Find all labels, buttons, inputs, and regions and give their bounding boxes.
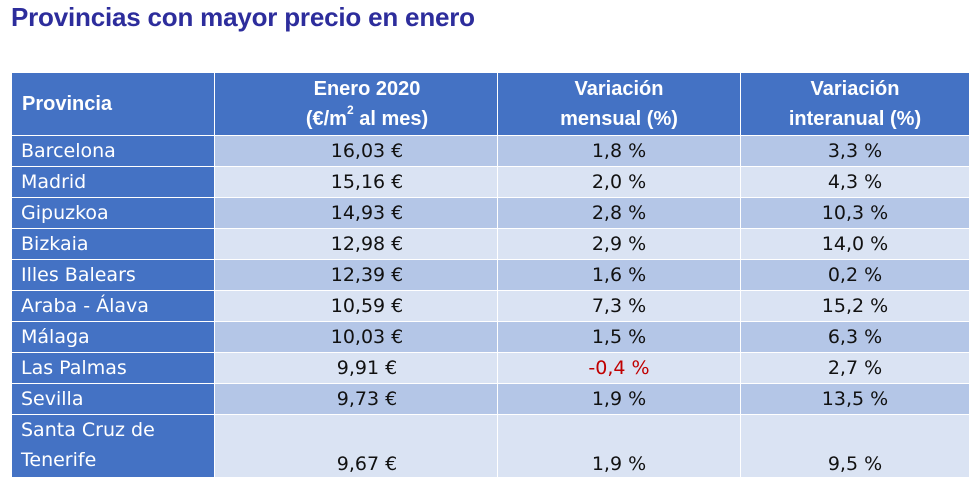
header-mensual-line2: mensual (%)	[560, 108, 678, 130]
page-title: Provincias con mayor precio en enero	[11, 2, 475, 32]
header-enero-2020: Enero 2020 (€/m2 al mes)	[214, 72, 498, 136]
cell-provincia-line2: Tenerife	[21, 449, 97, 471]
cell-provincia: Araba - Álava	[11, 290, 215, 322]
cell-variacion-mensual: 1,9 %	[497, 414, 741, 478]
header-variacion-interanual: Variación interanual (%)	[740, 72, 970, 136]
table-row: Sevilla 9,73 € 1,9 % 13,5 %	[11, 383, 970, 415]
cell-variacion-interanual: 9,5 %	[740, 414, 970, 478]
header-enero-line2-prefix: (€/m	[305, 108, 347, 130]
cell-provincia: Sevilla	[11, 383, 215, 415]
cell-variacion-interanual: 3,3 %	[740, 135, 970, 167]
cell-precio: 10,03 €	[214, 321, 498, 353]
header-mensual-line1: Variación	[574, 78, 664, 100]
cell-precio: 14,93 €	[214, 197, 498, 229]
cell-provincia: Barcelona	[11, 135, 215, 167]
table-row: Gipuzkoa 14,93 € 2,8 % 10,3 %	[11, 197, 970, 229]
cell-precio: 15,16 €	[214, 166, 498, 198]
cell-variacion-mensual: 2,8 %	[497, 197, 741, 229]
cell-provincia: Santa Cruz de Tenerife	[11, 414, 215, 478]
cell-variacion-mensual: 7,3 %	[497, 290, 741, 322]
header-provincia: Provincia	[11, 72, 215, 136]
cell-precio: 12,98 €	[214, 228, 498, 260]
header-row: Provincia Enero 2020 (€/m2 al mes) Varia…	[11, 72, 970, 136]
table-row: Las Palmas 9,91 € -0,4 % 2,7 %	[11, 352, 970, 384]
price-table: Provincia Enero 2020 (€/m2 al mes) Varia…	[11, 72, 970, 478]
table-row: Bizkaia 12,98 € 2,9 % 14,0 %	[11, 228, 970, 260]
cell-precio: 9,91 €	[214, 352, 498, 384]
table-body: Barcelona 16,03 € 1,8 % 3,3 % Madrid 15,…	[11, 135, 970, 478]
cell-precio: 12,39 €	[214, 259, 498, 291]
cell-variacion-interanual: 10,3 %	[740, 197, 970, 229]
cell-variacion-interanual: 15,2 %	[740, 290, 970, 322]
cell-precio: 16,03 €	[214, 135, 498, 167]
cell-provincia: Gipuzkoa	[11, 197, 215, 229]
table-row: Madrid 15,16 € 2,0 % 4,3 %	[11, 166, 970, 198]
cell-variacion-mensual: 2,0 %	[497, 166, 741, 198]
header-variacion-mensual: Variación mensual (%)	[497, 72, 741, 136]
cell-provincia-line1: Santa Cruz de	[21, 419, 155, 441]
header-enero-line2-suffix: al mes)	[353, 108, 429, 130]
cell-variacion-mensual: 1,6 %	[497, 259, 741, 291]
table-row: Araba - Álava 10,59 € 7,3 % 15,2 %	[11, 290, 970, 322]
cell-variacion-mensual-negative: -0,4 %	[497, 352, 741, 384]
header-interanual-line2: interanual (%)	[788, 108, 922, 130]
cell-variacion-mensual: 2,9 %	[497, 228, 741, 260]
cell-provincia: Illes Balears	[11, 259, 215, 291]
cell-precio: 10,59 €	[214, 290, 498, 322]
cell-variacion-interanual: 6,3 %	[740, 321, 970, 353]
cell-variacion-interanual: 14,0 %	[740, 228, 970, 260]
table-header: Provincia Enero 2020 (€/m2 al mes) Varia…	[11, 72, 970, 136]
header-enero-superscript: 2	[346, 103, 354, 118]
table-row: Málaga 10,03 € 1,5 % 6,3 %	[11, 321, 970, 353]
header-interanual-line1: Variación	[810, 78, 900, 100]
cell-provincia: Las Palmas	[11, 352, 215, 384]
cell-precio: 9,73 €	[214, 383, 498, 415]
cell-provincia: Málaga	[11, 321, 215, 353]
table-row: Santa Cruz de Tenerife 9,67 € 1,9 % 9,5 …	[11, 414, 970, 478]
cell-variacion-mensual: 1,9 %	[497, 383, 741, 415]
cell-variacion-mensual: 1,5 %	[497, 321, 741, 353]
cell-provincia: Madrid	[11, 166, 215, 198]
cell-variacion-interanual: 0,2 %	[740, 259, 970, 291]
cell-variacion-mensual: 1,8 %	[497, 135, 741, 167]
cell-provincia: Bizkaia	[11, 228, 215, 260]
table-row: Barcelona 16,03 € 1,8 % 3,3 %	[11, 135, 970, 167]
header-enero-line1: Enero 2020	[313, 78, 421, 100]
cell-variacion-interanual: 2,7 %	[740, 352, 970, 384]
table-row: Illes Balears 12,39 € 1,6 % 0,2 %	[11, 259, 970, 291]
cell-precio: 9,67 €	[214, 414, 498, 478]
cell-variacion-interanual: 13,5 %	[740, 383, 970, 415]
cell-variacion-interanual: 4,3 %	[740, 166, 970, 198]
